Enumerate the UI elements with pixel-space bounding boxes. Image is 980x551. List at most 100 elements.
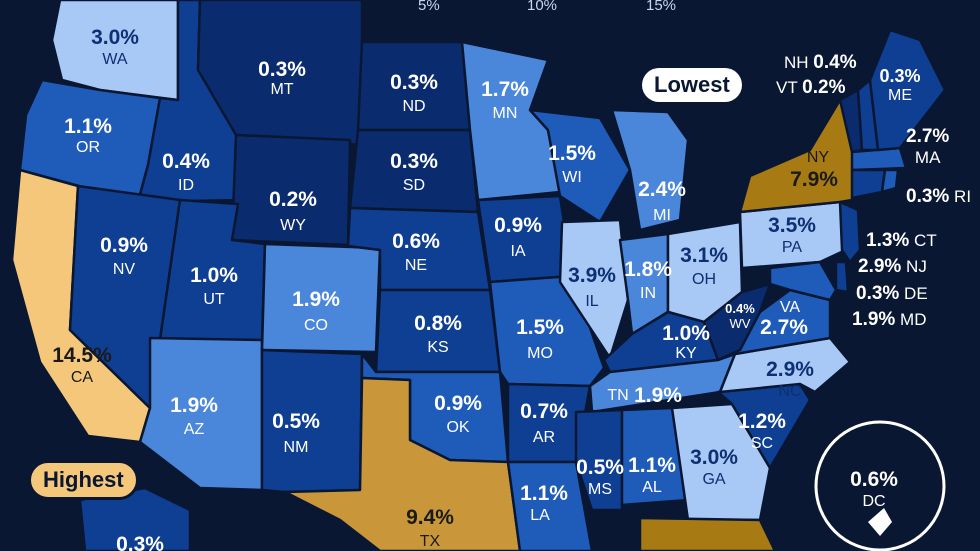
dc-callout[interactable] [814, 420, 946, 551]
label-NV-abbr: NV [113, 261, 136, 278]
label-SD-abbr: SD [403, 177, 425, 194]
side-DE-abbr: DE [904, 284, 928, 303]
label-OR-abbr: OR [76, 139, 100, 156]
label-IL-abbr: IL [585, 293, 598, 310]
label-VA-value: 2.7% [760, 316, 808, 339]
label-IA-value: 0.9% [494, 214, 542, 237]
state-IA[interactable] [476, 194, 574, 284]
side-RI-abbr: RI [954, 187, 972, 206]
label-DC-abbr: DC [862, 493, 885, 510]
label-ID-abbr: ID [178, 177, 194, 194]
side-MD-value: 1.9% [852, 309, 896, 330]
state-WV[interactable] [702, 282, 772, 362]
label-MO-abbr: MO [527, 345, 553, 362]
side-MA-value: 2.7% [906, 126, 950, 147]
side-MD-abbr: MD [900, 310, 927, 329]
state-MI[interactable] [610, 108, 690, 232]
state-MS[interactable] [574, 408, 624, 512]
label-UT-abbr: UT [203, 291, 225, 308]
label-TN-value: 1.9% [634, 384, 682, 407]
state-TX[interactable] [283, 376, 522, 551]
label-TX-abbr: TX [420, 533, 441, 550]
state-LA[interactable] [506, 460, 594, 551]
label-ND-abbr: ND [402, 98, 425, 115]
label-WY-abbr: WY [280, 217, 306, 234]
side-VT-abbr: VT [776, 78, 798, 97]
state-IL[interactable] [558, 218, 630, 360]
state-RI[interactable] [880, 168, 900, 194]
side-label-VT: VT 0.2% [776, 77, 845, 99]
label-AZ-value: 1.9% [170, 394, 218, 417]
label-LA-abbr: LA [530, 507, 550, 524]
label-IN-abbr: IN [640, 285, 656, 302]
side-label-MA: 2.7% MA [906, 126, 949, 168]
label-KS-value: 0.8% [414, 312, 462, 335]
side-RI-value: 0.3% [906, 186, 950, 207]
label-MO-value: 1.5% [516, 316, 564, 339]
side-MA-abbr: MA [914, 148, 941, 167]
label-MN-abbr: MN [493, 105, 518, 122]
state-CT[interactable] [850, 168, 887, 200]
dc-shape [868, 508, 892, 536]
label-VA-abbr: VA [780, 299, 800, 316]
label-AL-value: 1.1% [628, 454, 676, 477]
label-NC-abbr: NC [778, 383, 801, 400]
label-PA-abbr: PA [782, 239, 802, 256]
highest-badge: Highest [28, 460, 139, 500]
label-AZ-abbr: AZ [184, 421, 205, 438]
label-ID-value: 0.4% [162, 150, 210, 173]
label-MI-value: 2.4% [638, 178, 686, 201]
label-KY-value: 1.0% [662, 322, 710, 345]
label-OH-value: 3.1% [680, 244, 728, 267]
state-ME[interactable] [868, 28, 947, 152]
label-MS-abbr: MS [588, 481, 612, 498]
side-label-MD: 1.9% MD [852, 309, 927, 331]
label-NE-value: 0.6% [392, 230, 440, 253]
label-WY-value: 0.2% [269, 188, 317, 211]
label-ND-value: 0.3% [390, 71, 438, 94]
label-NV-value: 0.9% [100, 234, 148, 257]
scale-label-10: 10% [527, 0, 558, 14]
state-DE[interactable] [834, 260, 850, 294]
label-NC-value: 2.9% [766, 358, 814, 381]
side-label-NJ: 2.9% NJ [858, 256, 927, 278]
state-MA[interactable] [850, 146, 908, 172]
side-label-RI: 0.3% RI [906, 186, 971, 208]
label-WI-abbr: WI [562, 169, 582, 186]
side-NJ-value: 2.9% [858, 256, 902, 277]
label-LA-value: 1.1% [520, 482, 568, 505]
state-NJ[interactable] [838, 200, 862, 264]
state-GA[interactable] [670, 402, 772, 522]
side-NJ-abbr: NJ [906, 257, 927, 276]
side-NH-value: 0.4% [813, 52, 857, 73]
label-PA-value: 3.5% [768, 214, 816, 237]
side-VT-value: 0.2% [802, 77, 846, 98]
label-KS-abbr: KS [427, 339, 448, 356]
label-NY-value: 7.9% [790, 168, 838, 191]
state-FL[interactable] [638, 516, 777, 551]
label-GA-abbr: GA [702, 471, 725, 488]
state-MD[interactable] [768, 260, 838, 302]
scale-label-15: 15% [646, 0, 677, 14]
side-CT-value: 1.3% [866, 230, 910, 251]
side-DE-value: 0.3% [856, 283, 900, 304]
scale-label-5: 5% [418, 0, 440, 14]
side-CT-abbr: CT [914, 231, 937, 250]
label-IL-value: 3.9% [568, 264, 616, 287]
lowest-badge: Lowest [642, 68, 742, 102]
label-UT-value: 1.0% [190, 264, 238, 287]
label-CO-value: 1.9% [292, 288, 340, 311]
label-IN-value: 1.8% [624, 258, 672, 281]
side-NH-abbr: NH [784, 53, 809, 72]
label-WA-abbr: WA [102, 51, 128, 68]
label-KY-abbr: KY [675, 345, 697, 362]
label-ME-abbr: ME [888, 87, 912, 104]
label-MN-value: 1.7% [481, 78, 529, 101]
label-SD-value: 0.3% [390, 150, 438, 173]
label-CO-abbr: CO [304, 317, 328, 334]
label-SC-value: 1.2% [738, 410, 786, 433]
label-GA-value: 3.0% [690, 446, 738, 469]
state-NY[interactable] [738, 98, 862, 214]
label-MS-value: 0.5% [576, 456, 624, 479]
